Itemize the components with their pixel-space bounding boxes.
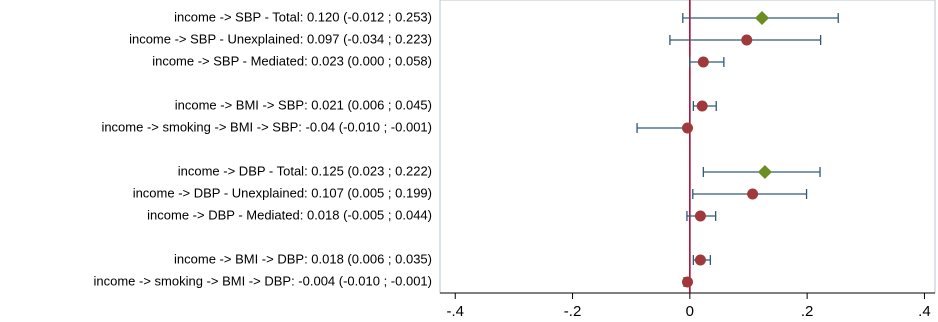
point-circle [694,210,706,222]
point-circle [682,276,693,288]
point-circle [697,56,709,68]
row-label: income -> DBP - Mediated: 0.018 (-0.005 … [147,207,432,222]
point-diamond [757,165,772,179]
point-diamond [754,11,769,25]
row-label: income -> BMI -> DBP: 0.018 (0.006 ; 0.0… [174,251,432,266]
point-circle [747,188,759,200]
point-circle [682,122,693,134]
x-tick-label: .4 [918,303,931,320]
row-label: income -> SBP - Mediated: 0.023 (0.000 ;… [152,53,432,68]
row-label: income -> SBP - Unexplained: 0.097 (-0.0… [129,31,432,46]
plot-area [439,0,936,294]
row-label: income -> smoking -> BMI -> DBP: -0.004 … [93,273,432,288]
point-circle [696,100,708,112]
x-tick-label: .2 [801,303,814,320]
point-circle [694,254,706,266]
x-tick-label: -.4 [446,303,464,320]
row-label: income -> DBP - Total: 0.125 (0.023 ; 0.… [178,163,432,178]
x-tick-label: 0 [686,303,694,320]
row-label: income -> smoking -> BMI -> SBP: -0.04 (… [101,119,432,134]
row-label: income -> SBP - Total: 0.120 (-0.012 ; 0… [174,9,432,24]
x-tick-label: -.2 [564,303,582,320]
point-circle [741,34,753,46]
row-label: income -> DBP - Unexplained: 0.107 (0.00… [133,185,432,200]
row-label: income -> BMI -> SBP: 0.021 (0.006 ; 0.0… [175,97,432,112]
